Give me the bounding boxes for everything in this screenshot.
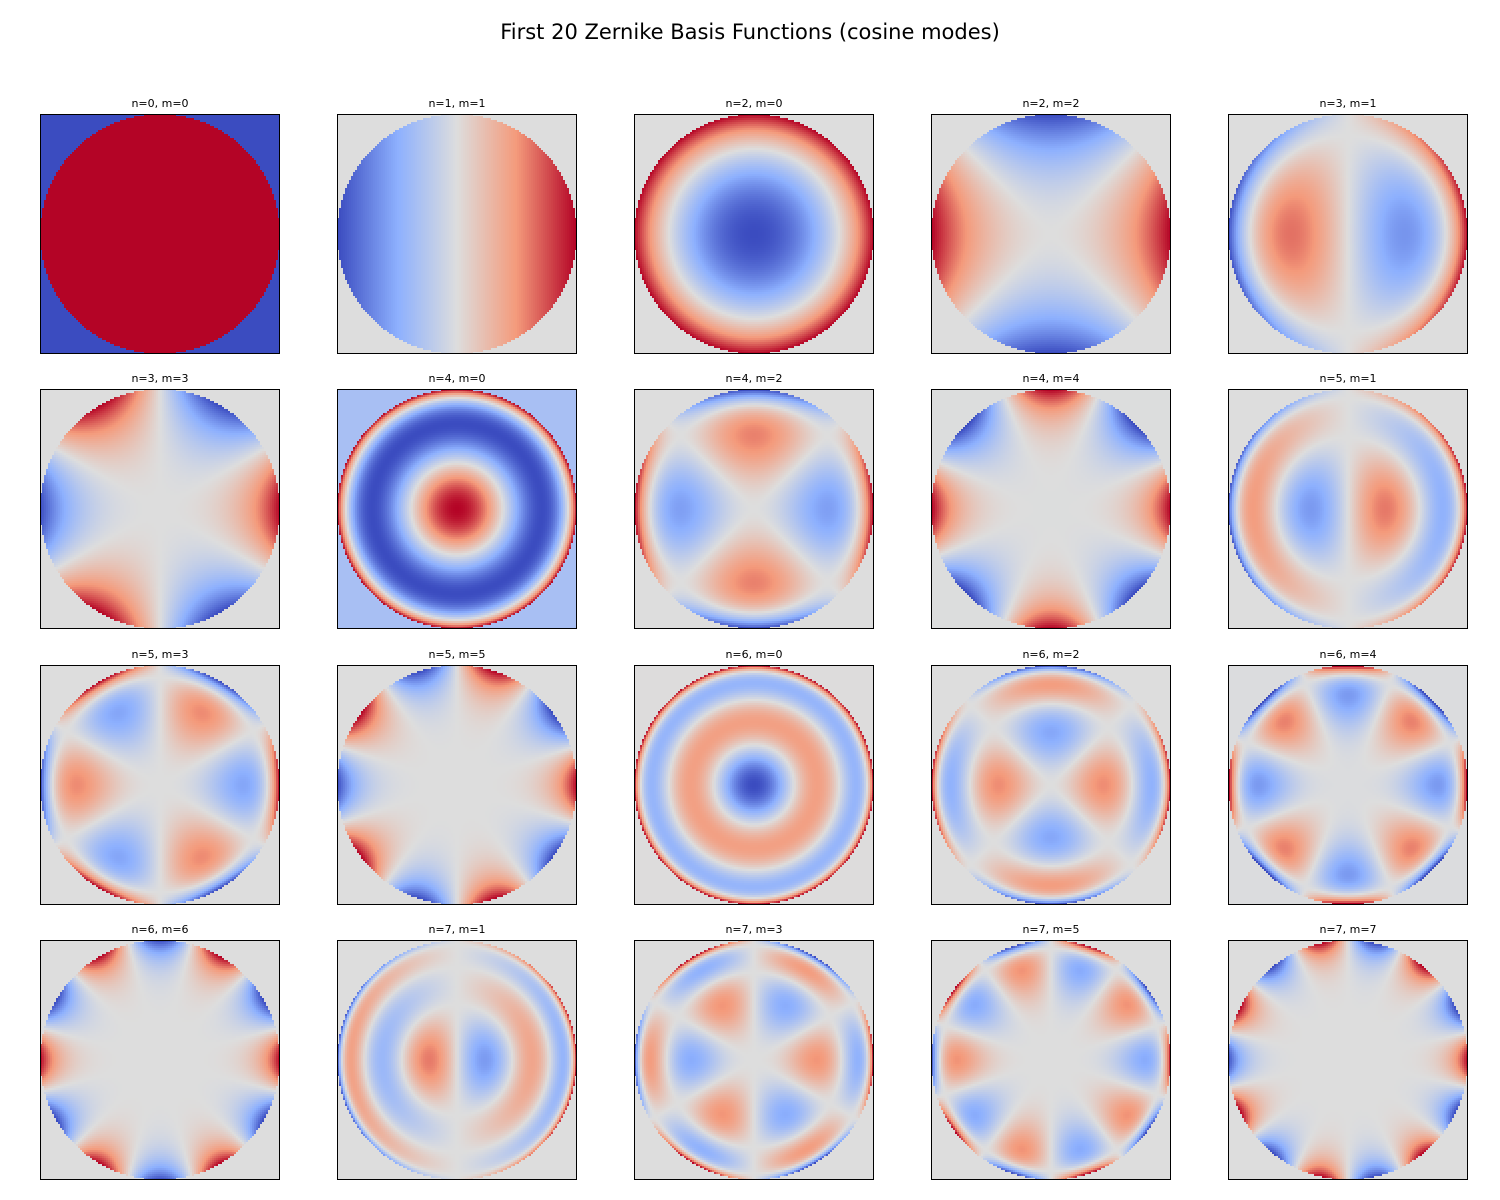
zernike-panel: n=5, m=5	[337, 648, 577, 908]
zernike-panel: n=6, m=4	[1228, 648, 1468, 908]
zernike-heatmap	[1228, 389, 1468, 629]
panel-title: n=7, m=5	[1022, 923, 1080, 936]
zernike-heatmap	[40, 114, 280, 354]
zernike-panel: n=7, m=7	[1228, 923, 1468, 1183]
zernike-panel: n=6, m=2	[931, 648, 1171, 908]
zernike-heatmap	[634, 389, 874, 629]
panel-title: n=0, m=0	[131, 97, 189, 110]
zernike-panel: n=6, m=0	[634, 648, 874, 908]
panel-title: n=4, m=0	[428, 372, 486, 385]
panel-title: n=1, m=1	[428, 97, 486, 110]
zernike-panel: n=4, m=4	[931, 372, 1171, 632]
zernike-heatmap	[337, 940, 577, 1180]
panel-title: n=7, m=1	[428, 923, 486, 936]
zernike-panel: n=5, m=3	[40, 648, 280, 908]
zernike-heatmap	[634, 665, 874, 905]
zernike-heatmap	[40, 940, 280, 1180]
panel-title: n=7, m=7	[1319, 923, 1377, 936]
panel-title: n=4, m=4	[1022, 372, 1080, 385]
zernike-panel: n=6, m=6	[40, 923, 280, 1183]
zernike-heatmap	[337, 389, 577, 629]
zernike-heatmap	[40, 665, 280, 905]
zernike-panel: n=2, m=0	[634, 97, 874, 357]
zernike-heatmap	[337, 665, 577, 905]
panel-title: n=2, m=0	[725, 97, 783, 110]
panel-title: n=6, m=0	[725, 648, 783, 661]
zernike-panel: n=3, m=3	[40, 372, 280, 632]
panel-title: n=2, m=2	[1022, 97, 1080, 110]
panel-title: n=5, m=3	[131, 648, 189, 661]
zernike-panel: n=1, m=1	[337, 97, 577, 357]
zernike-panel: n=5, m=1	[1228, 372, 1468, 632]
zernike-heatmap	[931, 114, 1171, 354]
zernike-panel: n=3, m=1	[1228, 97, 1468, 357]
zernike-heatmap	[634, 114, 874, 354]
panel-title: n=3, m=1	[1319, 97, 1377, 110]
zernike-panel: n=0, m=0	[40, 97, 280, 357]
zernike-heatmap	[931, 389, 1171, 629]
zernike-heatmap	[1228, 665, 1468, 905]
panel-title: n=5, m=1	[1319, 372, 1377, 385]
zernike-panel: n=4, m=2	[634, 372, 874, 632]
zernike-heatmap	[337, 114, 577, 354]
zernike-heatmap	[634, 940, 874, 1180]
panel-title: n=6, m=4	[1319, 648, 1377, 661]
panel-title: n=5, m=5	[428, 648, 486, 661]
panel-title: n=6, m=6	[131, 923, 189, 936]
zernike-heatmap	[931, 665, 1171, 905]
panel-title: n=6, m=2	[1022, 648, 1080, 661]
zernike-heatmap	[1228, 114, 1468, 354]
chart-title: First 20 Zernike Basis Functions (cosine…	[500, 20, 1000, 44]
zernike-heatmap	[1228, 940, 1468, 1180]
panel-title: n=7, m=3	[725, 923, 783, 936]
zernike-heatmap	[40, 389, 280, 629]
zernike-panel: n=4, m=0	[337, 372, 577, 632]
zernike-panel: n=7, m=1	[337, 923, 577, 1183]
zernike-heatmap	[931, 940, 1171, 1180]
panel-title: n=3, m=3	[131, 372, 189, 385]
zernike-panel: n=2, m=2	[931, 97, 1171, 357]
panel-title: n=4, m=2	[725, 372, 783, 385]
zernike-panel: n=7, m=5	[931, 923, 1171, 1183]
zernike-panel: n=7, m=3	[634, 923, 874, 1183]
